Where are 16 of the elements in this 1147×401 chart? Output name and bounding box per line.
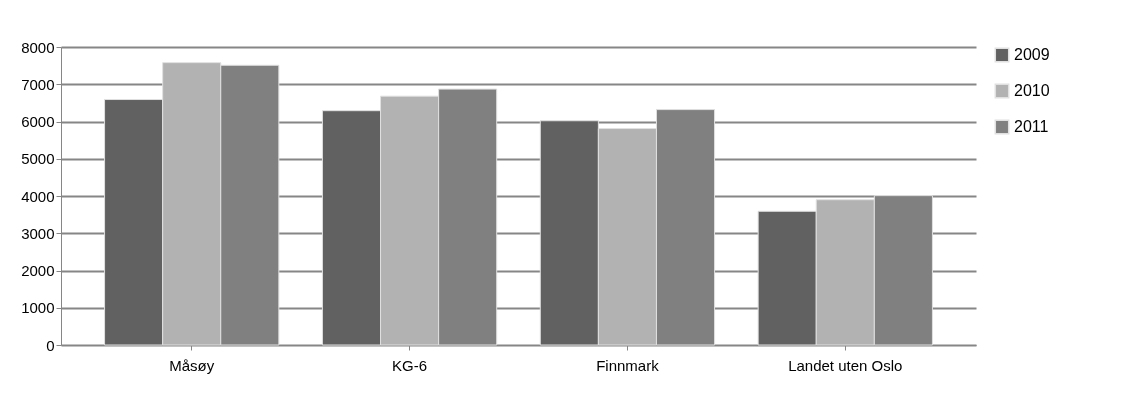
x-tick-label: Måsøy xyxy=(169,356,215,374)
y-tick-label: 3000 xyxy=(21,224,55,242)
legend-label: 2010 xyxy=(1014,82,1050,99)
x-tick-label: Finnmark xyxy=(596,356,660,374)
y-tick-label: 5000 xyxy=(21,150,55,168)
y-tick-label: 4000 xyxy=(21,187,55,205)
x-tick-label: KG-6 xyxy=(392,356,428,374)
legend-label: 2009 xyxy=(1014,46,1050,63)
y-tick-label: 0 xyxy=(46,336,55,354)
y-tick-label: 7000 xyxy=(21,75,55,93)
y-tick-label: 2000 xyxy=(21,262,55,279)
x-tick-label: Landet uten Oslo xyxy=(788,356,903,374)
y-tick-label: 1000 xyxy=(21,299,55,317)
y-tick-label: 8000 xyxy=(21,38,55,56)
legend-label: 2011 xyxy=(1014,118,1049,135)
y-tick-label: 6000 xyxy=(21,113,55,130)
